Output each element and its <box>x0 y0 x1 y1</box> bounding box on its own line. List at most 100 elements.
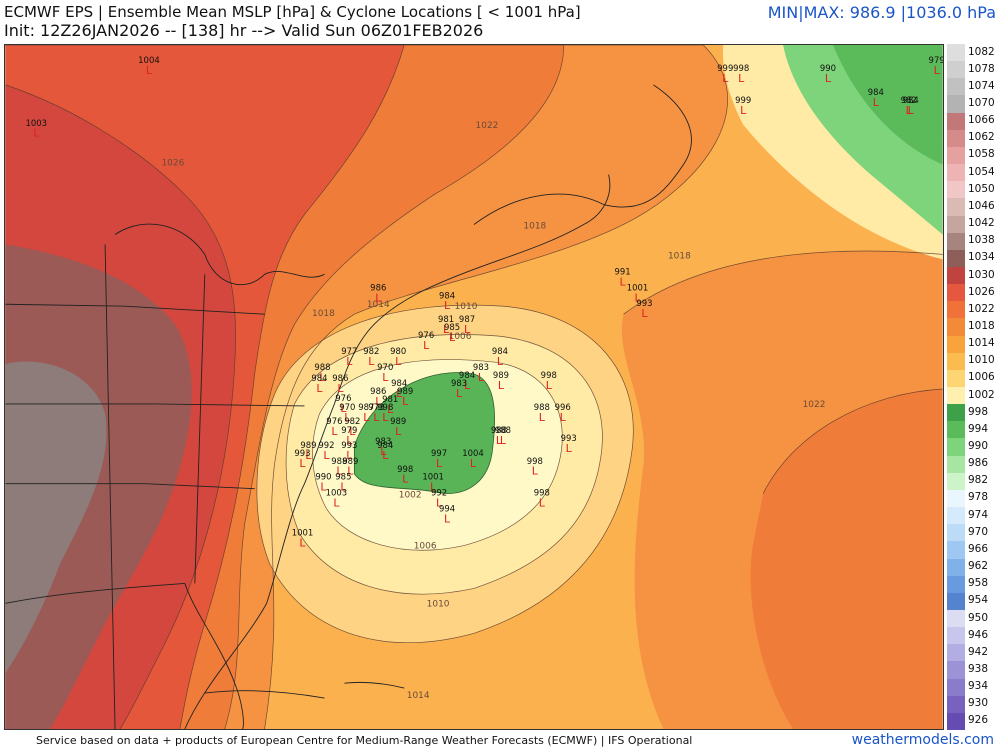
cyclone-pressure-label: 1004 <box>138 55 160 65</box>
colorbar-label: 938 <box>968 662 989 675</box>
colorbar-label: 1078 <box>968 62 995 75</box>
colorbar-swatch <box>947 301 965 319</box>
cyclone-low-marker: L <box>347 465 354 478</box>
colorbar-swatch <box>947 352 965 371</box>
colorbar-swatch <box>947 592 965 611</box>
cyclone-low-marker: L <box>402 395 409 408</box>
colorbar-swatch <box>947 44 965 62</box>
colorbar-swatch <box>947 609 965 628</box>
cyclone-low-marker: L <box>146 64 153 77</box>
cyclone-pressure-label: 998 <box>527 456 543 466</box>
chart-title: ECMWF EPS | Ensemble Mean MSLP [hPa] & C… <box>4 3 581 21</box>
cyclone-pressure-label: 984 <box>391 378 407 388</box>
colorbar-label: 962 <box>968 560 989 573</box>
colorbar-swatch <box>947 266 965 285</box>
colorbar-swatch <box>947 712 965 731</box>
cyclone-pressure-label: 984 <box>311 373 327 383</box>
colorbar-label: 970 <box>968 525 989 538</box>
cyclone-pressure-label: 987 <box>459 314 475 324</box>
colorbar-swatch <box>947 421 965 439</box>
colorbar-swatch <box>947 644 965 662</box>
cyclone-low-marker: L <box>908 104 915 117</box>
cyclone-low-marker: L <box>497 355 504 368</box>
colorbar-swatch <box>947 215 965 234</box>
colorbar-swatch <box>947 695 965 714</box>
colorbar-label: 1046 <box>968 199 995 212</box>
colorbar-swatch <box>947 661 965 680</box>
cyclone-low-marker: L <box>382 449 389 462</box>
colorbar-swatch <box>947 61 965 79</box>
colorbar-label: 954 <box>968 594 989 607</box>
cyclone-low-marker: L <box>331 425 338 438</box>
colorbar-label: 1038 <box>968 234 995 247</box>
cyclone-low-marker: L <box>436 497 443 510</box>
cyclone-pressure-label: 984 <box>377 440 393 450</box>
cyclone-low-marker: L <box>337 382 344 395</box>
cyclone-pressure-label: 988 <box>495 425 511 435</box>
colorbar-label: 994 <box>968 422 989 435</box>
cyclone-pressure-label: 1001 <box>422 472 444 482</box>
colorbar-swatch <box>947 112 965 131</box>
colorbar-label: 1062 <box>968 131 995 144</box>
isobar-label: 1018 <box>668 251 691 261</box>
isobar-label: 1022 <box>803 400 826 410</box>
cyclone-pressure-label: 986 <box>370 386 386 396</box>
cyclone-pressure-label: 993 <box>294 448 310 458</box>
isobar-label: 1006 <box>449 332 472 342</box>
colorbar-label: 986 <box>968 457 989 470</box>
isobar-label: 1002 <box>399 491 422 501</box>
state-line-5 <box>194 274 206 584</box>
colorbar-label: 934 <box>968 680 989 693</box>
cyclone-low-marker: L <box>500 434 507 447</box>
colorbar-label: 1002 <box>968 388 995 401</box>
cyclone-pressure-label: 985 <box>335 472 351 482</box>
cyclone-pressure-label: 993 <box>561 433 577 443</box>
colorbar-label: 1082 <box>968 45 995 58</box>
cyclone-low-marker: L <box>539 411 546 424</box>
colorbar-swatch <box>947 575 965 594</box>
cyclone-pressure-label: 989 <box>390 416 406 426</box>
cyclone-pressure-label: 980 <box>390 346 406 356</box>
colorbar-swatch <box>947 284 965 302</box>
isobar-label: 1022 <box>476 121 499 131</box>
cyclone-low-marker: L <box>349 425 356 438</box>
canada-maritimes <box>473 84 692 225</box>
colorbar-label: 1042 <box>968 217 995 230</box>
cyclone-pressure-label: 994 <box>439 504 455 514</box>
colorbar-swatch <box>947 181 965 199</box>
cyclone-low-marker: L <box>496 434 503 447</box>
cyclone-low-marker: L <box>722 72 729 85</box>
brand-link[interactable]: weathermodels.com <box>851 732 994 748</box>
low-core-998 <box>353 372 495 494</box>
colorbar-label: 1050 <box>968 182 995 195</box>
cyclone-pressure-label: 990 <box>315 472 331 482</box>
colorbar-swatch <box>947 318 965 337</box>
colorbar-label: 1066 <box>968 114 995 127</box>
cyclone-low-marker: L <box>498 379 505 392</box>
cyclone-low-marker: L <box>634 291 641 304</box>
isobar-label: 1014 <box>407 691 430 701</box>
cyclone-low-marker: L <box>33 127 40 140</box>
